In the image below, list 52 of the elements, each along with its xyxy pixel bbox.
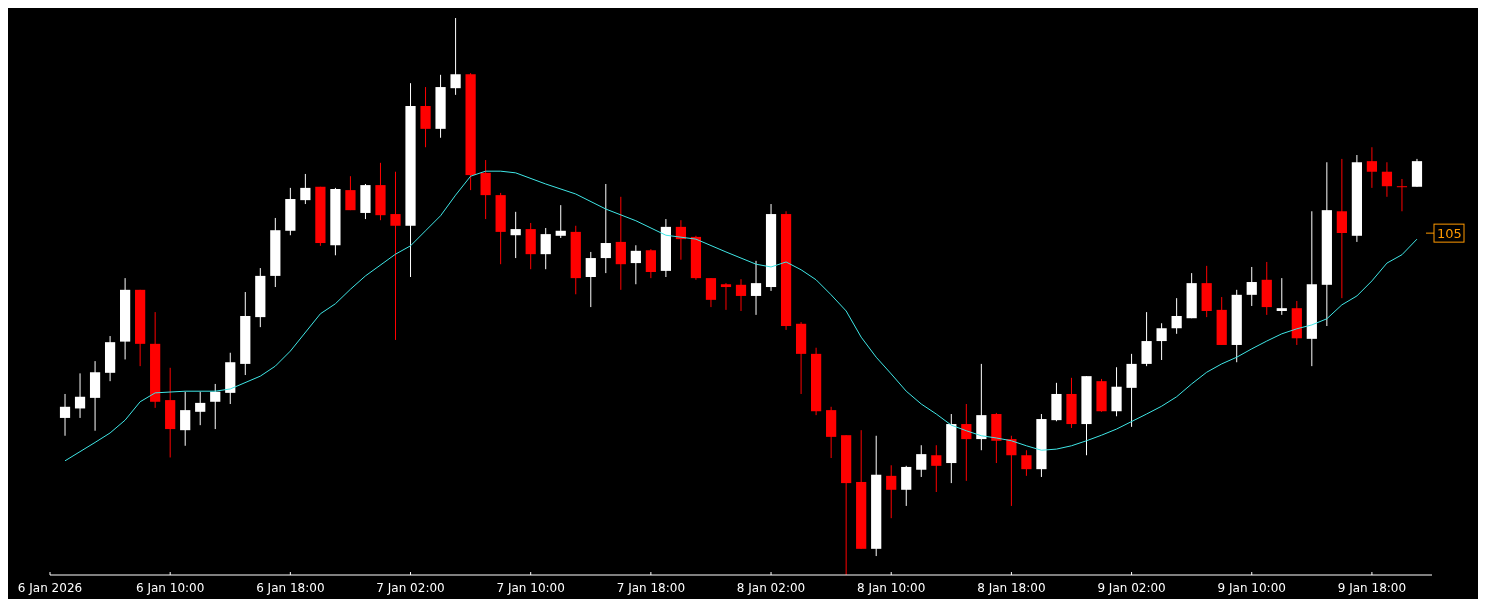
x-tick-label: 6 Jan 2026 [17,581,83,595]
candlestick [390,171,401,341]
candlestick [1156,322,1167,361]
candlestick [420,86,431,148]
candlestick [345,175,356,211]
candlestick [555,204,566,239]
candlestick [901,465,912,507]
x-tick-label: 8 Jan 10:00 [857,581,926,595]
x-tick-label: 7 Jan 10:00 [496,581,565,595]
candlestick [600,183,611,274]
candlestick [1396,178,1408,212]
text: 105 [1437,226,1462,242]
candlestick [180,391,191,447]
candlestick [195,391,206,426]
x-tick-label: 9 Jan 02:00 [1097,581,1166,595]
candlestick [300,173,311,205]
candlestick [210,383,221,430]
candlestick [450,17,461,96]
candlestick [1126,353,1137,428]
candlestick [585,251,596,308]
candlestick [1141,311,1152,367]
candlestick [645,248,656,279]
candlestick [1381,161,1393,198]
candlestick [886,464,897,519]
x-tick-label: 6 Jan 18:00 [256,581,325,595]
candlestick [1336,158,1347,299]
candlestick [510,211,521,259]
candlestick [615,196,626,291]
candlestick [750,260,762,316]
candlestick [1246,266,1257,307]
candlestick [735,278,747,312]
x-tick-label: 7 Jan 18:00 [616,581,686,595]
candlestick [1021,449,1032,477]
candlestick [1366,146,1378,189]
candlestick [1276,277,1287,316]
candlestick [976,363,987,451]
x-tick-label: 8 Jan 02:00 [736,581,806,595]
candlestick [59,393,71,437]
x-tick-label: 6 Jan 10:00 [136,581,205,595]
candlestick [1171,297,1182,335]
candlestick [630,244,641,285]
candlestick [720,282,732,311]
x-tick-label: 7 Jan 02:00 [376,581,445,595]
candlestick [480,159,491,220]
x-tick-label: 8 Jan 18:00 [977,581,1046,595]
candlestick [931,444,942,493]
x-tick-label: 9 Jan 18:00 [1337,581,1407,595]
candlestick [916,444,927,478]
candlestick [540,227,551,270]
candlestick [705,277,717,308]
candlestick [74,372,86,419]
x-tick-label: 9 Jan 10:00 [1217,581,1286,595]
